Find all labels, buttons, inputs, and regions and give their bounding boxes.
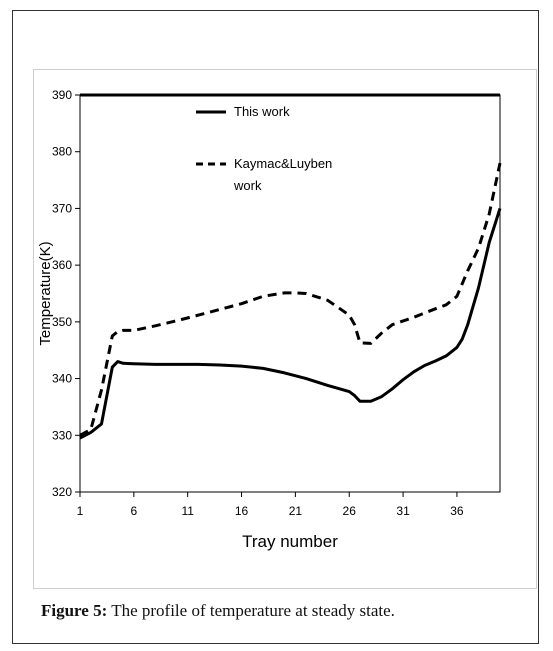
legend-label-line: Kaymac&Luyben	[234, 156, 332, 171]
caption-text: The profile of temperature at steady sta…	[107, 601, 395, 620]
legend-label-1: This work	[234, 104, 290, 119]
y-tick-label: 350	[52, 315, 72, 329]
y-tick-label: 390	[52, 88, 72, 102]
x-tick-label: 6	[131, 504, 138, 518]
x-tick-label: 11	[181, 504, 194, 518]
legend-label-2: Kaymac&Luyben work	[233, 156, 332, 193]
x-tick-label: 16	[235, 504, 249, 518]
y-tick-label: 320	[52, 485, 72, 499]
legend-label-line: work	[233, 178, 262, 193]
x-tick-label: 26	[343, 504, 357, 518]
x-tick-label: 21	[289, 504, 303, 518]
y-tick-label: 380	[52, 145, 72, 159]
y-tick-label: 370	[52, 201, 72, 215]
figure-caption: Figure 5: The profile of temperature at …	[41, 601, 395, 621]
y-tick-label: 340	[52, 372, 72, 386]
caption-label: Figure 5:	[41, 601, 108, 620]
x-tick-label: 1	[77, 504, 84, 518]
x-tick-label: 36	[450, 504, 464, 518]
x-tick-label: 31	[396, 504, 410, 518]
series-line-1	[79, 207, 502, 440]
series-line-2	[79, 162, 502, 437]
legend-label-line: This work	[234, 104, 290, 119]
y-axis-label: Temperature(K)	[37, 241, 54, 345]
chart-area: 320 330 340 350 360 370 380 390 1 6 11 16 21 26 31 36 Tr…	[33, 69, 537, 589]
x-axis-label: Tray number	[242, 532, 338, 551]
y-tick-label: 360	[52, 258, 72, 272]
figure-frame: 320 330 340 350 360 370 380 390 1 6 11 16 21 26 31 36 Tr…	[12, 10, 539, 644]
y-tick-label: 330	[52, 428, 72, 442]
